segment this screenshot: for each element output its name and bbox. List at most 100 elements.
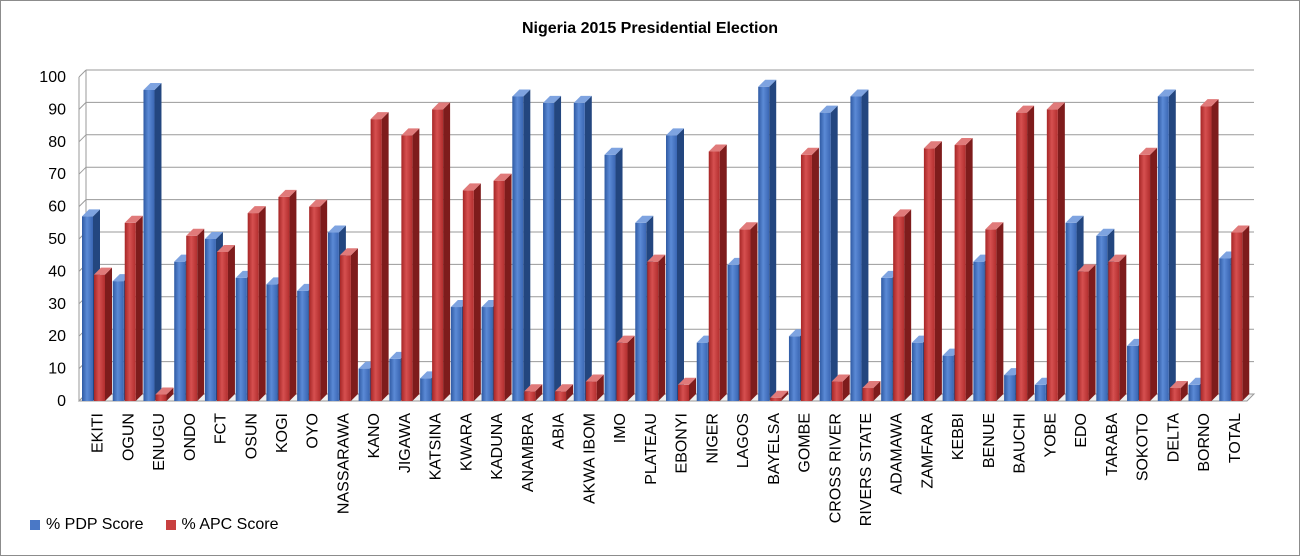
bar-apc bbox=[216, 244, 235, 401]
legend-item-pdp: % PDP Score bbox=[30, 516, 144, 534]
bar-pdp bbox=[512, 89, 531, 401]
bar-apc bbox=[923, 141, 942, 401]
bar-pdp bbox=[143, 82, 162, 402]
x-tick-label: GOMBE bbox=[797, 413, 814, 473]
legend-label-apc: % APC Score bbox=[181, 516, 279, 533]
x-tick-label: TARABA bbox=[1104, 413, 1121, 476]
bar-apc bbox=[124, 215, 143, 401]
y-tick-label: 30 bbox=[48, 296, 66, 313]
bar-apc bbox=[1046, 102, 1065, 402]
bar-pdp bbox=[666, 128, 684, 401]
x-tick-label: NASSARAWA bbox=[335, 413, 352, 514]
bar-apc bbox=[1108, 254, 1127, 401]
gridline-diag bbox=[78, 199, 87, 207]
x-tick-label: LAGOS bbox=[735, 413, 752, 468]
x-tick-label: FCT bbox=[213, 413, 230, 444]
y-tick-label: 10 bbox=[48, 361, 66, 378]
y-tick-label: 80 bbox=[48, 134, 66, 151]
x-tick-label: BORNO bbox=[1196, 413, 1213, 472]
x-tick-label: RIVERS STATE bbox=[858, 413, 875, 526]
bar-pdp bbox=[758, 79, 777, 401]
bar-apc bbox=[278, 189, 297, 401]
bar-apc bbox=[862, 381, 881, 401]
bar-apc bbox=[432, 102, 451, 402]
x-tick-label: NIGER bbox=[704, 413, 721, 464]
legend-swatch-apc bbox=[165, 520, 176, 530]
bar-apc bbox=[708, 144, 727, 401]
x-tick-label: BENUE bbox=[981, 413, 998, 468]
x-tick-label: ABIA bbox=[551, 413, 568, 450]
x-tick-label: SOKOTO bbox=[1135, 413, 1152, 481]
bar-apc bbox=[616, 335, 635, 401]
y-tick-label: 70 bbox=[48, 166, 66, 183]
bar-pdp bbox=[573, 95, 592, 402]
bar-apc bbox=[585, 374, 604, 401]
y-tick-label: 90 bbox=[48, 101, 66, 118]
bar-apc bbox=[893, 209, 912, 401]
y-tick-label: 20 bbox=[48, 328, 66, 345]
x-tick-label: OGUN bbox=[120, 413, 137, 461]
bar-apc bbox=[1169, 381, 1188, 401]
bar-apc bbox=[462, 183, 481, 401]
bar-apc bbox=[954, 138, 973, 402]
x-tick-label: ANAMBRA bbox=[520, 413, 537, 492]
x-tick-label: KANO bbox=[366, 413, 383, 458]
x-tick-label: BAYELSA bbox=[766, 413, 783, 485]
x-tick-label: ENUGU bbox=[151, 413, 168, 471]
x-tick-label: CROSS RIVER bbox=[827, 413, 844, 523]
bar-apc bbox=[155, 387, 174, 401]
x-tick-label: BAUCHI bbox=[1012, 413, 1029, 473]
x-tick-label: ZAMFARA bbox=[919, 413, 936, 489]
bar-apc bbox=[94, 267, 112, 401]
chart-title: Nigeria 2015 Presidential Election bbox=[521, 20, 779, 37]
bar-apc bbox=[524, 384, 543, 401]
bar-apc bbox=[1231, 225, 1250, 401]
x-tick-label: JIGAWA bbox=[397, 413, 414, 473]
x-tick-label: OYO bbox=[305, 413, 322, 449]
x-tick-label: EDO bbox=[1073, 413, 1090, 448]
bar-apc bbox=[370, 112, 389, 402]
x-tick-label: KADUNA bbox=[489, 413, 506, 480]
bar-pdp bbox=[543, 95, 562, 402]
bar-pdp bbox=[850, 89, 869, 401]
x-tick-label: OSUN bbox=[243, 413, 260, 459]
x-tick-label: ONDO bbox=[182, 413, 199, 461]
x-tick-label: TOTAL bbox=[1227, 413, 1244, 463]
bar-pdp bbox=[1157, 89, 1176, 401]
bar-apc bbox=[309, 199, 328, 401]
x-tick-label: KATSINA bbox=[428, 413, 445, 481]
bar-apc bbox=[493, 173, 512, 401]
x-tick-label: KWARA bbox=[458, 413, 475, 471]
bar-apc bbox=[1139, 147, 1158, 401]
x-tick-label: EBONYI bbox=[674, 413, 691, 473]
bar-apc bbox=[770, 390, 789, 401]
bar-apc bbox=[1200, 99, 1219, 401]
bar-apc bbox=[186, 228, 205, 401]
gridline-diag bbox=[78, 102, 87, 110]
bar-pdp bbox=[604, 147, 623, 401]
bar-apc bbox=[1077, 264, 1096, 401]
bar-apc bbox=[985, 222, 1004, 401]
bar-apc bbox=[831, 374, 850, 401]
y-tick-label: 0 bbox=[57, 393, 66, 410]
bar-apc bbox=[1016, 105, 1035, 401]
bar-apc bbox=[678, 377, 696, 401]
x-tick-label: ADAMAWA bbox=[889, 413, 906, 495]
bar-apc bbox=[739, 222, 758, 401]
x-tick-label: YOBE bbox=[1042, 413, 1059, 457]
x-tick-label: KOGI bbox=[274, 413, 291, 453]
y-tick-label: 60 bbox=[48, 199, 66, 216]
bar-apc bbox=[401, 128, 420, 401]
x-tick-label: DELTA bbox=[1165, 413, 1182, 463]
gridline-diag bbox=[78, 134, 87, 143]
bar-apc bbox=[247, 206, 266, 401]
bar-apc bbox=[555, 384, 574, 401]
gridline-diag bbox=[78, 69, 87, 78]
bar-pdp bbox=[819, 105, 838, 401]
y-tick-label: 50 bbox=[48, 231, 66, 248]
x-tick-label: IMO bbox=[612, 413, 629, 443]
x-tick-label: AKWA IBOM bbox=[581, 413, 598, 504]
legend-label-pdp: % PDP Score bbox=[46, 516, 144, 533]
legend-item-apc: % APC Score bbox=[165, 516, 279, 534]
